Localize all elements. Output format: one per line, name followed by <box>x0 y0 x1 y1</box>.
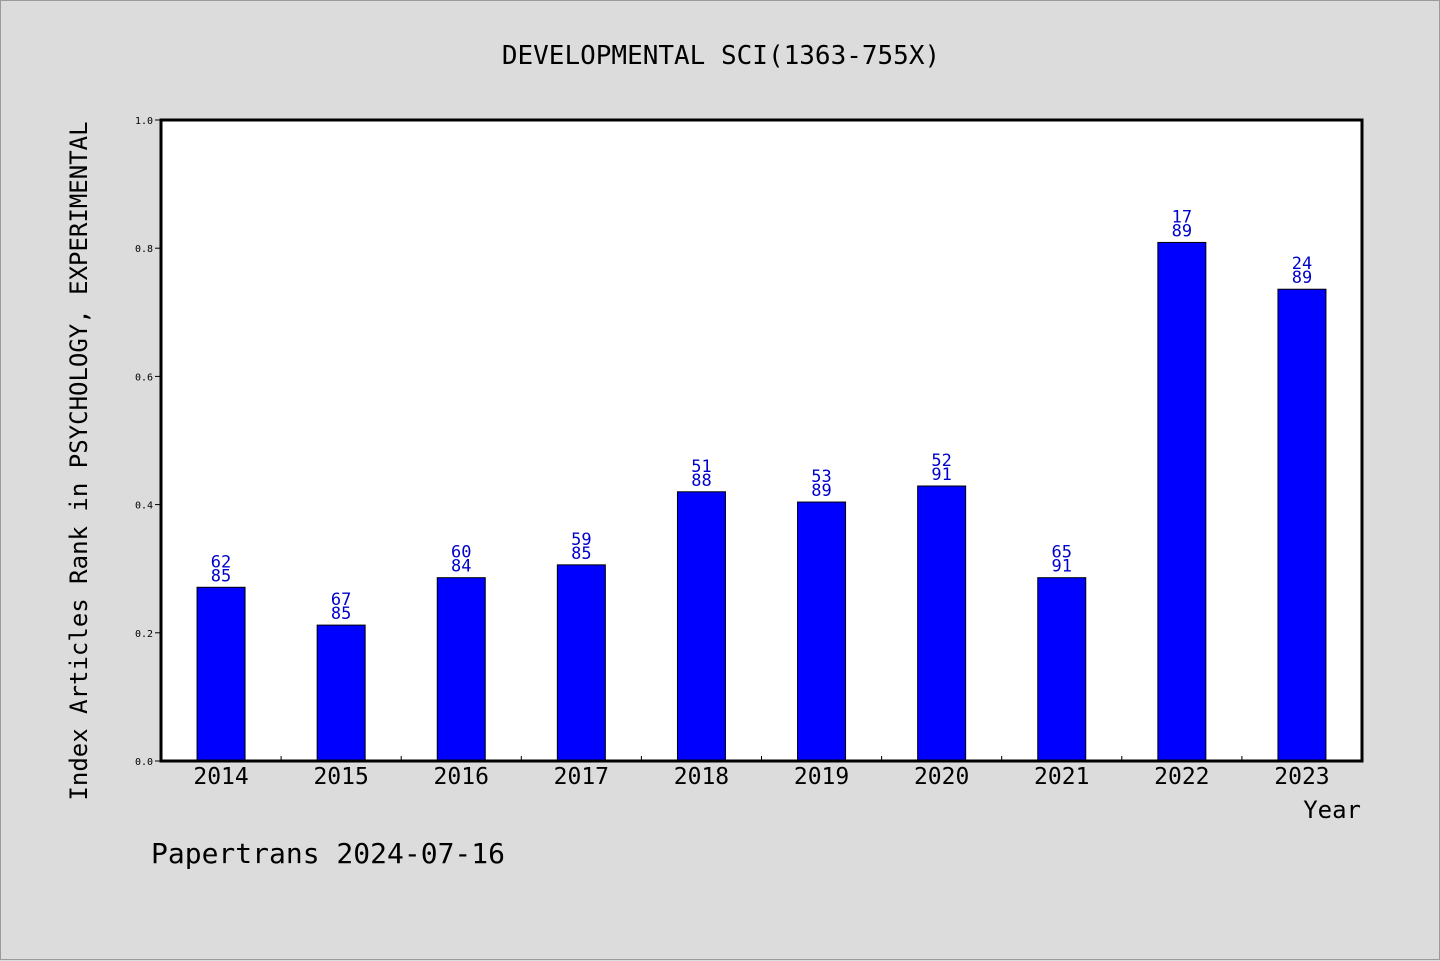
bar-2018 <box>676 491 726 762</box>
bar-rank-label-2017: 59 <box>571 530 591 550</box>
x-tick-label-2017: 2017 <box>554 764 609 790</box>
bar-total-label-2018: 88 <box>691 471 711 491</box>
y-tick-label: 0.4 <box>135 501 153 512</box>
bar-total-label-2021: 91 <box>1052 557 1072 577</box>
bar-total-label-2014: 85 <box>211 566 231 586</box>
x-tick-label-2022: 2022 <box>1154 764 1209 790</box>
bar-rank-label-2020: 52 <box>931 451 951 471</box>
bar-rank-label-2019: 53 <box>811 467 831 487</box>
y-tick-label: 0.0 <box>135 757 153 768</box>
x-tick-label-2021: 2021 <box>1034 764 1089 790</box>
bar-2014 <box>196 586 246 762</box>
bar-2020 <box>917 485 967 762</box>
bar-rank-label-2016: 60 <box>451 543 471 563</box>
bars-group <box>196 241 1327 762</box>
bar-2019 <box>797 501 847 762</box>
y-axis: 0.0 0.2 0.4 0.6 0.8 1.0 <box>135 116 161 768</box>
chart-title: DEVELOPMENTAL SCI(1363-755X) <box>502 41 940 71</box>
y-axis-label: Index Articles Rank in PSYCHOLOGY, EXPER… <box>65 121 93 800</box>
bar-total-label-2020: 91 <box>931 465 951 485</box>
bar-rank-label-2014: 62 <box>211 552 231 572</box>
x-tick-label-2023: 2023 <box>1274 764 1329 790</box>
x-tick-label-2014: 2014 <box>193 764 248 790</box>
y-tick-label: 0.8 <box>135 244 153 255</box>
bar-total-label-2023: 89 <box>1292 268 1312 288</box>
bar-rank-label-2021: 65 <box>1052 543 1072 563</box>
x-axis-label: Year <box>1303 796 1361 824</box>
x-tick-label-2018: 2018 <box>674 764 729 790</box>
footer-credit: Papertrans 2024-07-16 <box>151 837 505 870</box>
bar-total-label-2017: 85 <box>571 544 591 564</box>
x-tick-label-2015: 2015 <box>313 764 368 790</box>
plot-border <box>159 118 1364 763</box>
bar-total-label-2019: 89 <box>811 481 831 501</box>
y-tick-label: 0.2 <box>135 629 153 640</box>
bar-2017 <box>556 564 606 762</box>
x-tick-label-2019: 2019 <box>794 764 849 790</box>
bar-2016 <box>436 577 486 762</box>
y-tick-label: 0.6 <box>135 372 153 383</box>
x-axis: 2014 2015 2016 2017 2018 2019 2020 2021 2022 2023 <box>193 756 1330 790</box>
bar-2023 <box>1277 288 1327 762</box>
y-tick-label: 1.0 <box>135 116 153 127</box>
bar-rank-label-2023: 24 <box>1292 254 1312 274</box>
bar-rank-label-2022: 17 <box>1172 207 1192 227</box>
bar-2022 <box>1157 241 1207 762</box>
bar-total-label-2016: 84 <box>451 557 471 577</box>
x-tick-label-2020: 2020 <box>914 764 969 790</box>
bar-total-label-2022: 89 <box>1172 221 1192 241</box>
bar-2021 <box>1037 577 1087 762</box>
bar-total-label-2015: 85 <box>331 604 351 624</box>
bar-2015 <box>316 624 366 762</box>
bar-rank-label-2018: 51 <box>691 457 711 477</box>
bar-rank-label-2015: 67 <box>331 590 351 610</box>
x-tick-label-2016: 2016 <box>434 764 489 790</box>
